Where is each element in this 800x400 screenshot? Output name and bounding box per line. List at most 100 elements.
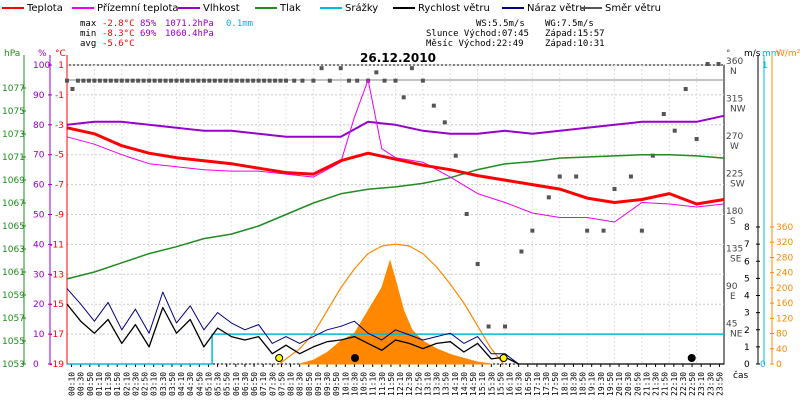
axis-time-tick: 08:30	[296, 372, 305, 396]
axis-pct-tick: 0	[33, 360, 39, 370]
series-wind-dir-point	[486, 324, 491, 329]
stat-min-hum: 69%	[140, 29, 157, 39]
stat-min-label: min	[80, 29, 96, 39]
axis-time-tick: 10:50	[360, 372, 369, 396]
stat-max-temp: -2.8°C	[102, 19, 135, 29]
series-wind-dir-point	[431, 103, 436, 108]
axis-temp-tick: -7	[55, 181, 64, 191]
series-wind-dir-point	[639, 228, 644, 233]
axis-time-tick: 00:10	[68, 372, 77, 396]
info-mesic: Měsíc Východ:22:49	[426, 39, 524, 49]
series-rain	[67, 333, 724, 365]
axis-time-tick: 05:10	[204, 372, 213, 396]
moonrise-marker	[687, 354, 696, 362]
info-ws: WS:5.5m/s	[476, 19, 525, 29]
axis-time-tick: 03:50	[168, 372, 177, 396]
series-wind-dir-point	[75, 78, 80, 83]
axis-time-tick: 11:30	[378, 372, 387, 396]
axis-mm-tick: 0	[760, 360, 766, 370]
stat-min-press: 1060.4hPa	[165, 29, 214, 39]
series-wind-dir-point	[374, 70, 379, 75]
axis-time-tick: 06:30	[241, 372, 250, 396]
stat-max-rain: 0.1mm	[226, 19, 253, 29]
axis-temp-tick: -1	[55, 91, 64, 101]
axis-wm2-tick: 80	[776, 330, 788, 340]
axis-dir-label: °	[726, 49, 731, 59]
axis-hpa: hPa 1077 1075 1073 1071 1069 1067 1065 1063 1061 1…	[2, 49, 26, 370]
series-ground-temp	[66, 79, 725, 223]
moonset-marker	[350, 354, 359, 362]
axis-pct-tick: 100	[33, 61, 50, 71]
series-wind-dir-point	[601, 228, 606, 233]
series-wind-dir-point	[256, 78, 261, 83]
axis-time-tick: 04:50	[195, 372, 204, 396]
axis-time-tick: 23:50	[715, 372, 724, 396]
axis-ms-tick: 1	[744, 343, 750, 353]
legend-label: Přízemní teplota	[97, 2, 179, 14]
axis-dir-tick: 135	[726, 245, 743, 255]
axis-time-tick: 18:30	[569, 372, 578, 396]
axis-wm2-tick: 240	[776, 269, 793, 279]
series-wind-dir-point	[136, 78, 141, 83]
axis-time-tick: 07:10	[259, 372, 268, 396]
series-wind-dir-point	[401, 95, 406, 100]
series-wind-dir-point	[346, 78, 351, 83]
stat-min-temp: -8.3°C	[102, 29, 135, 39]
axis-wm2-tick: 40	[776, 345, 788, 355]
axis-time-tick: 09:10	[314, 372, 323, 396]
series-wind-dir-point	[267, 78, 272, 83]
axis-wm2-tick: 0	[776, 360, 782, 370]
axis-mm-tick: 1	[762, 61, 768, 71]
axis-temp-tick: -3	[55, 121, 64, 131]
axis-time-tick: 00:30	[77, 372, 86, 396]
axis-hpa-tick: 1061	[2, 268, 25, 278]
axis-pct-tick: 10	[33, 330, 45, 340]
series-wind-dir-point	[409, 66, 414, 71]
series-wind-dir-point	[185, 78, 190, 83]
axis-hpa-tick: 1065	[2, 222, 25, 232]
axis-time-tick: 04:30	[186, 372, 195, 396]
axis-temp-label: °C	[55, 49, 66, 59]
axis-time-tick: 14:30	[460, 372, 469, 396]
axis-time-tick: 20:50	[633, 372, 642, 396]
series-wind-dir-point	[70, 87, 75, 91]
series-wind-dir-point	[464, 212, 469, 216]
series-wind-dir-point	[86, 78, 91, 83]
axis-ms-tick: 4	[744, 292, 750, 302]
axis-time-tick: 21:30	[652, 372, 661, 396]
legend-item-teplota: Teplota	[2, 3, 63, 14]
series-wind-dir-point	[81, 78, 86, 83]
axis-time-tick: 02:50	[141, 372, 150, 396]
axis-wm2-tick: 280	[776, 253, 793, 263]
axis-time-tick: 08:10	[287, 372, 296, 396]
series-wind-dir-point	[475, 262, 480, 266]
axis-time-tick: 04:10	[177, 372, 186, 396]
series-wind-dir-point	[628, 174, 633, 179]
axis-temp-tick: 1	[58, 61, 64, 71]
axis-time-tick: 07:30	[268, 372, 277, 396]
axis-time-tick: 15:30	[487, 372, 496, 396]
series-wind-dir-point	[650, 153, 655, 158]
series-layer	[65, 62, 725, 365]
axis-ms-tick: 6	[744, 257, 750, 267]
series-wind-dir-point	[201, 78, 206, 83]
series-wind-dir-point	[179, 78, 184, 83]
series-wind-dir-point	[530, 228, 535, 233]
axis-time-tick: 13:50	[442, 372, 451, 396]
series-wind-dir-point	[65, 78, 69, 83]
axis-dir-tick: 180	[726, 207, 743, 217]
axis-wm2-tick: 120	[776, 314, 793, 324]
series-wind-dir-point	[212, 78, 217, 83]
axis-time-tick: 12:30	[405, 372, 414, 396]
series-wind-dir-point	[234, 78, 239, 83]
series-wind-dir-point	[683, 87, 688, 91]
series-wind-dir-point	[229, 78, 234, 83]
series-wind-dir-point	[661, 112, 666, 116]
axis-time-tick: 06:10	[232, 372, 241, 396]
series-wind-dir-point	[705, 62, 710, 66]
axis-mm-label: mm	[762, 49, 780, 59]
series-wind-dir-point	[158, 78, 163, 83]
legend-label: Vlhkost	[203, 3, 240, 14]
